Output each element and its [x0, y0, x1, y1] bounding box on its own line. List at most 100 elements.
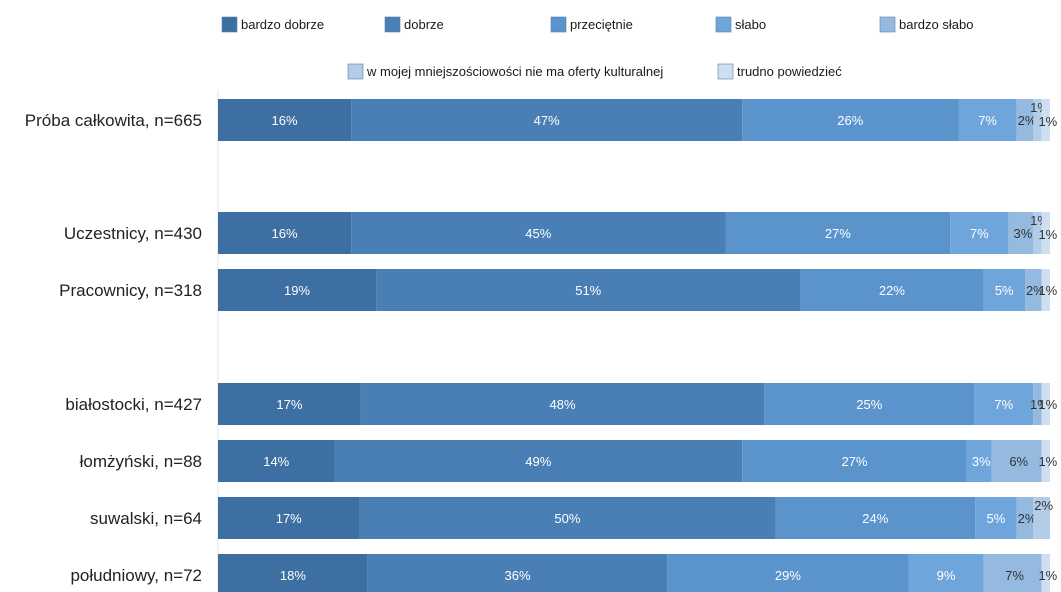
- data-label: 22%: [879, 283, 905, 298]
- bar-segment: [1041, 269, 1050, 311]
- bar-segment: [966, 440, 992, 482]
- category-label: Pracownicy, n=318: [59, 281, 202, 300]
- bar-segment: [775, 497, 976, 539]
- bar-segment: [218, 497, 360, 539]
- bar-segment: [1041, 383, 1050, 425]
- data-label: 51%: [575, 283, 601, 298]
- legend-swatch: [347, 63, 364, 80]
- bar-segment: [367, 554, 668, 592]
- legend-label: przeciętnie: [570, 17, 633, 32]
- legend-swatch: [715, 16, 732, 33]
- bar-segment: [218, 99, 352, 141]
- data-label: 17%: [276, 511, 302, 526]
- data-label: 16%: [272, 226, 298, 241]
- data-label: 1%: [1038, 114, 1057, 129]
- data-label: 17%: [276, 397, 302, 412]
- bar-segment: [991, 440, 1042, 482]
- legend: bardzo dobrze dobrze przeciętnie słabo bardz…: [221, 16, 973, 80]
- data-label: 5%: [995, 283, 1014, 298]
- bar-segment: [1033, 212, 1042, 254]
- data-label: 27%: [825, 226, 851, 241]
- data-label: 18%: [280, 568, 306, 583]
- data-label: 5%: [987, 511, 1006, 526]
- bar-segment: [975, 497, 1017, 539]
- data-label: 45%: [525, 226, 551, 241]
- legend-swatch: [384, 16, 401, 33]
- data-label: 16%: [272, 113, 298, 128]
- data-label: 1%: [1038, 397, 1057, 412]
- data-label: 2%: [1026, 283, 1045, 298]
- bar-segment: [351, 212, 726, 254]
- category-label: suwalski, n=64: [90, 509, 202, 528]
- legend-swatch: [717, 63, 734, 80]
- bar-segment: [983, 554, 1042, 592]
- legend-label: trudno powiedzieć: [737, 64, 842, 79]
- bar-segment: [218, 440, 335, 482]
- bar-segment: [1008, 212, 1034, 254]
- bar-segment: [218, 269, 377, 311]
- data-label: 29%: [775, 568, 801, 583]
- bar-segment: [742, 99, 959, 141]
- bar-segment: [1033, 383, 1042, 425]
- data-label: 2%: [1018, 113, 1037, 128]
- legend-swatch: [221, 16, 238, 33]
- data-label: 2%: [1034, 498, 1053, 513]
- bar-segment: [218, 383, 361, 425]
- bar-segment: [1041, 440, 1050, 482]
- data-label: 9%: [937, 568, 956, 583]
- data-label: 14%: [263, 454, 289, 469]
- data-label: 3%: [972, 454, 991, 469]
- data-label: 1%: [1038, 568, 1057, 583]
- bar-segment: [360, 383, 765, 425]
- legend-label: dobrze: [404, 17, 444, 32]
- bar-segment: [376, 269, 801, 311]
- bars: 16% 47% 26% 7% 2%1%1%16% 45% 27% 7% 3%1%1%19% 51%…: [218, 99, 1058, 592]
- bar-segment: [351, 99, 743, 141]
- legend-swatch: [879, 16, 896, 33]
- data-label: 27%: [841, 454, 867, 469]
- bar-segment: [1041, 554, 1050, 592]
- data-label: 2%: [1018, 511, 1037, 526]
- bar-segment: [667, 554, 909, 592]
- data-label: 7%: [994, 397, 1013, 412]
- bar-segment: [725, 212, 951, 254]
- category-labels: Próba całkowita, n=665 Uczestnicy, n=430 P…: [25, 111, 202, 585]
- bar-segment: [1033, 99, 1042, 141]
- bar-segment: [800, 269, 984, 311]
- data-label: 6%: [1009, 454, 1028, 469]
- data-label: 7%: [978, 113, 997, 128]
- bar-segment: [742, 440, 967, 482]
- bar-segment: [218, 554, 368, 592]
- legend-swatch: [550, 16, 567, 33]
- legend-label: słabo: [735, 17, 766, 32]
- data-label: 50%: [554, 511, 580, 526]
- data-label: 26%: [837, 113, 863, 128]
- bar-segment: [1025, 269, 1042, 311]
- bar-segment: [958, 99, 1017, 141]
- data-label: 3%: [1013, 226, 1032, 241]
- data-label: 1%: [1038, 283, 1057, 298]
- legend-label: bardzo dobrze: [241, 17, 324, 32]
- data-label: 24%: [862, 511, 888, 526]
- bar-segment: [950, 212, 1009, 254]
- bar-segment: [1016, 99, 1034, 141]
- bar-segment: [218, 212, 352, 254]
- legend-label: w mojej mniejszościowości nie ma oferty …: [366, 64, 663, 79]
- bar-segment: [334, 440, 743, 482]
- bar-segment: [1033, 497, 1050, 539]
- legend-label: bardzo słabo: [899, 17, 973, 32]
- bar-segment: [974, 383, 1034, 425]
- bar-segment: [908, 554, 984, 592]
- data-label: 47%: [534, 113, 560, 128]
- data-label: 19%: [284, 283, 310, 298]
- data-label: 36%: [505, 568, 531, 583]
- data-label: 1%: [1038, 454, 1057, 469]
- data-label: 49%: [525, 454, 551, 469]
- data-label: 7%: [970, 226, 989, 241]
- category-label: południowy, n=72: [70, 566, 202, 585]
- bar-segment: [1041, 212, 1050, 254]
- data-label: 7%: [1005, 568, 1024, 583]
- data-label: 48%: [550, 397, 576, 412]
- bar-segment: [983, 269, 1026, 311]
